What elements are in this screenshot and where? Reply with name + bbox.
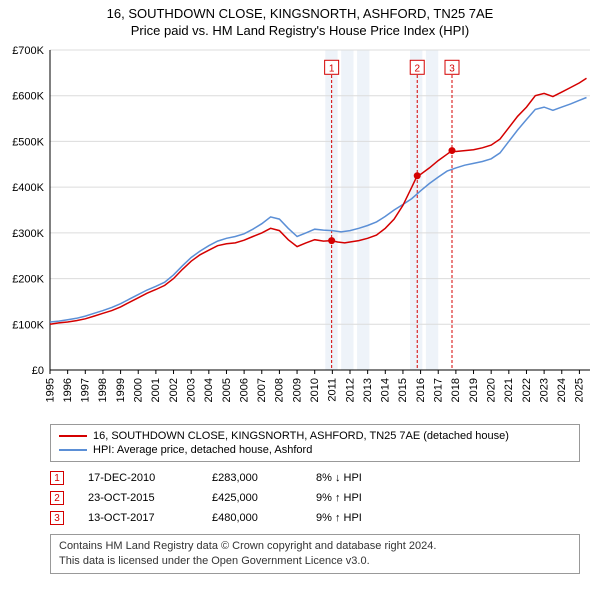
event-date-2: 23-OCT-2015 xyxy=(88,492,188,504)
svg-text:2: 2 xyxy=(414,63,420,74)
svg-text:£400K: £400K xyxy=(12,182,44,194)
svg-text:2025: 2025 xyxy=(574,378,586,402)
legend-item-hpi: HPI: Average price, detached house, Ashf… xyxy=(59,443,571,457)
event-price-1: £283,000 xyxy=(212,472,292,484)
chart-svg: £0 £100K £200K £300K £400K £500K £600K £700K 199… xyxy=(0,40,600,420)
legend-label-property: 16, SOUTHDOWN CLOSE, KINGSNORTH, ASHFORD… xyxy=(93,430,509,442)
svg-text:2010: 2010 xyxy=(309,378,321,402)
legend: 16, SOUTHDOWN CLOSE, KINGSNORTH, ASHFORD… xyxy=(50,424,580,462)
legend-label-hpi: HPI: Average price, detached house, Ashf… xyxy=(93,444,312,456)
svg-text:2022: 2022 xyxy=(521,378,533,402)
svg-text:2017: 2017 xyxy=(433,378,445,402)
svg-text:£200K: £200K xyxy=(12,274,44,286)
svg-text:2008: 2008 xyxy=(274,378,286,402)
svg-text:1: 1 xyxy=(329,63,335,74)
svg-text:£100K: £100K xyxy=(12,319,44,331)
chart-container: 16, SOUTHDOWN CLOSE, KINGSNORTH, ASHFORD… xyxy=(0,0,600,574)
svg-text:2001: 2001 xyxy=(150,378,162,402)
event-price-3: £480,000 xyxy=(212,512,292,524)
svg-text:1996: 1996 xyxy=(62,378,74,402)
event-delta-3: 9% ↑ HPI xyxy=(316,512,416,524)
svg-text:2021: 2021 xyxy=(503,378,515,402)
svg-text:£0: £0 xyxy=(32,365,44,377)
svg-text:2000: 2000 xyxy=(133,378,145,402)
svg-text:1999: 1999 xyxy=(115,378,127,402)
title-address: 16, SOUTHDOWN CLOSE, KINGSNORTH, ASHFORD… xyxy=(0,6,600,21)
svg-text:£700K: £700K xyxy=(12,45,44,57)
legend-swatch-property xyxy=(59,435,87,437)
legend-swatch-hpi xyxy=(59,449,87,451)
svg-text:2007: 2007 xyxy=(256,378,268,402)
svg-text:2005: 2005 xyxy=(221,378,233,402)
svg-text:2002: 2002 xyxy=(168,378,180,402)
event-delta-2: 9% ↑ HPI xyxy=(316,492,416,504)
svg-text:1998: 1998 xyxy=(97,378,109,402)
svg-text:1995: 1995 xyxy=(44,378,56,402)
event-price-2: £425,000 xyxy=(212,492,292,504)
events-list: 1 17-DEC-2010 £283,000 8% ↓ HPI 2 23-OCT… xyxy=(50,468,580,528)
svg-text:2014: 2014 xyxy=(380,378,392,402)
svg-text:2024: 2024 xyxy=(556,378,568,402)
attribution: Contains HM Land Registry data © Crown c… xyxy=(50,534,580,574)
svg-text:2020: 2020 xyxy=(485,378,497,402)
svg-text:1997: 1997 xyxy=(80,378,92,402)
event-marker-1: 1 xyxy=(50,471,64,485)
svg-text:£300K: £300K xyxy=(12,228,44,240)
svg-text:£500K: £500K xyxy=(12,136,44,148)
svg-text:2003: 2003 xyxy=(185,378,197,402)
chart-area: £0 £100K £200K £300K £400K £500K £600K £700K 199… xyxy=(0,40,600,420)
event-date-3: 13-OCT-2017 xyxy=(88,512,188,524)
event-marker-3: 3 xyxy=(50,511,64,525)
svg-text:2013: 2013 xyxy=(362,378,374,402)
attribution-line1: Contains HM Land Registry data © Crown c… xyxy=(59,539,571,554)
svg-text:2004: 2004 xyxy=(203,378,215,402)
event-row-3: 3 13-OCT-2017 £480,000 9% ↑ HPI xyxy=(50,508,580,528)
event-delta-1: 8% ↓ HPI xyxy=(316,472,416,484)
svg-text:£600K: £600K xyxy=(12,91,44,103)
title-subtitle: Price paid vs. HM Land Registry's House … xyxy=(0,23,600,38)
event-marker-2: 2 xyxy=(50,491,64,505)
svg-text:2006: 2006 xyxy=(238,378,250,402)
legend-item-property: 16, SOUTHDOWN CLOSE, KINGSNORTH, ASHFORD… xyxy=(59,429,571,443)
event-row-2: 2 23-OCT-2015 £425,000 9% ↑ HPI xyxy=(50,488,580,508)
svg-text:2023: 2023 xyxy=(538,378,550,402)
svg-text:2009: 2009 xyxy=(291,378,303,402)
svg-text:2012: 2012 xyxy=(344,378,356,402)
svg-text:2011: 2011 xyxy=(327,378,339,402)
svg-text:2019: 2019 xyxy=(468,378,480,402)
event-row-1: 1 17-DEC-2010 £283,000 8% ↓ HPI xyxy=(50,468,580,488)
svg-text:2016: 2016 xyxy=(415,378,427,402)
svg-text:2018: 2018 xyxy=(450,378,462,402)
title-block: 16, SOUTHDOWN CLOSE, KINGSNORTH, ASHFORD… xyxy=(0,0,600,40)
svg-text:3: 3 xyxy=(449,63,455,74)
svg-text:2015: 2015 xyxy=(397,378,409,402)
event-date-1: 17-DEC-2010 xyxy=(88,472,188,484)
attribution-line2: This data is licensed under the Open Gov… xyxy=(59,554,571,569)
